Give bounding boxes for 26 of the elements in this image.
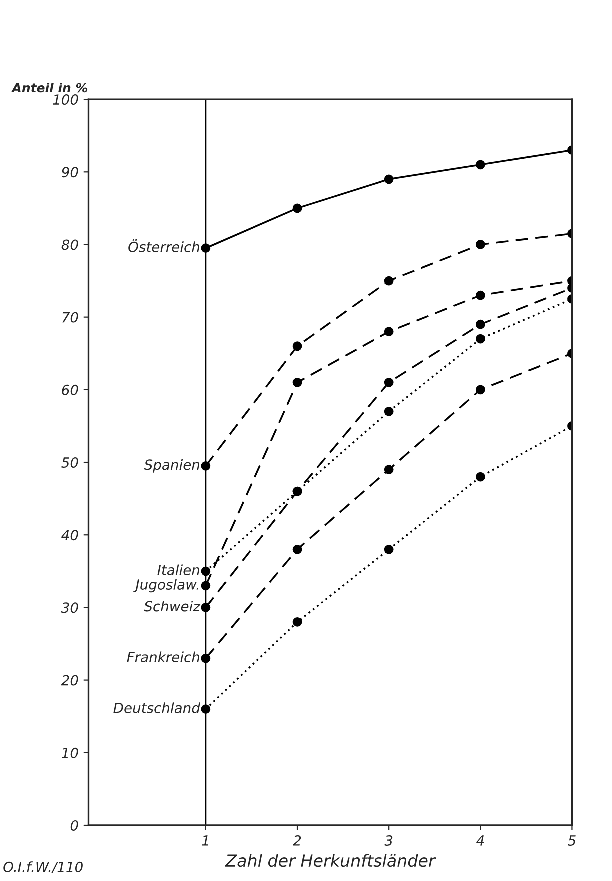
y-tick-label: 60 xyxy=(62,384,78,396)
series-label: Schweiz xyxy=(144,600,201,612)
x-tick-label: 2 xyxy=(293,835,302,846)
y-tick-label: 0 xyxy=(70,820,78,831)
y-axis-title: Anteil in % xyxy=(11,83,88,93)
y-tick-label: 70 xyxy=(62,312,78,323)
y-tick-label: 50 xyxy=(62,457,78,468)
series-label: Frankreich xyxy=(127,652,200,663)
x-tick-label: 1 xyxy=(202,836,208,846)
x-axis-title: Zahl der Herkunftsländer xyxy=(225,854,436,868)
y-tick-label: 40 xyxy=(62,530,78,541)
y-tick-label: 100 xyxy=(53,94,78,106)
series-label: Österreich xyxy=(128,240,200,252)
y-tick-label: 90 xyxy=(62,167,78,178)
series-label: Spanien xyxy=(144,459,200,473)
x-tick-label: 4 xyxy=(476,836,484,846)
x-tick-label: 5 xyxy=(568,836,576,846)
text: O.I.f.W./110 xyxy=(4,862,83,874)
y-tick-label: 30 xyxy=(61,602,78,614)
y-tick-label: 20 xyxy=(61,675,78,686)
x-tick-label: 3 xyxy=(384,835,393,846)
y-tick-label: 80 xyxy=(62,240,78,250)
series-label: Jugoslaw. xyxy=(133,579,199,593)
series-label: Italien xyxy=(158,564,200,576)
y-tick-label: 10 xyxy=(62,748,78,758)
series-label: Deutschland xyxy=(114,702,201,714)
